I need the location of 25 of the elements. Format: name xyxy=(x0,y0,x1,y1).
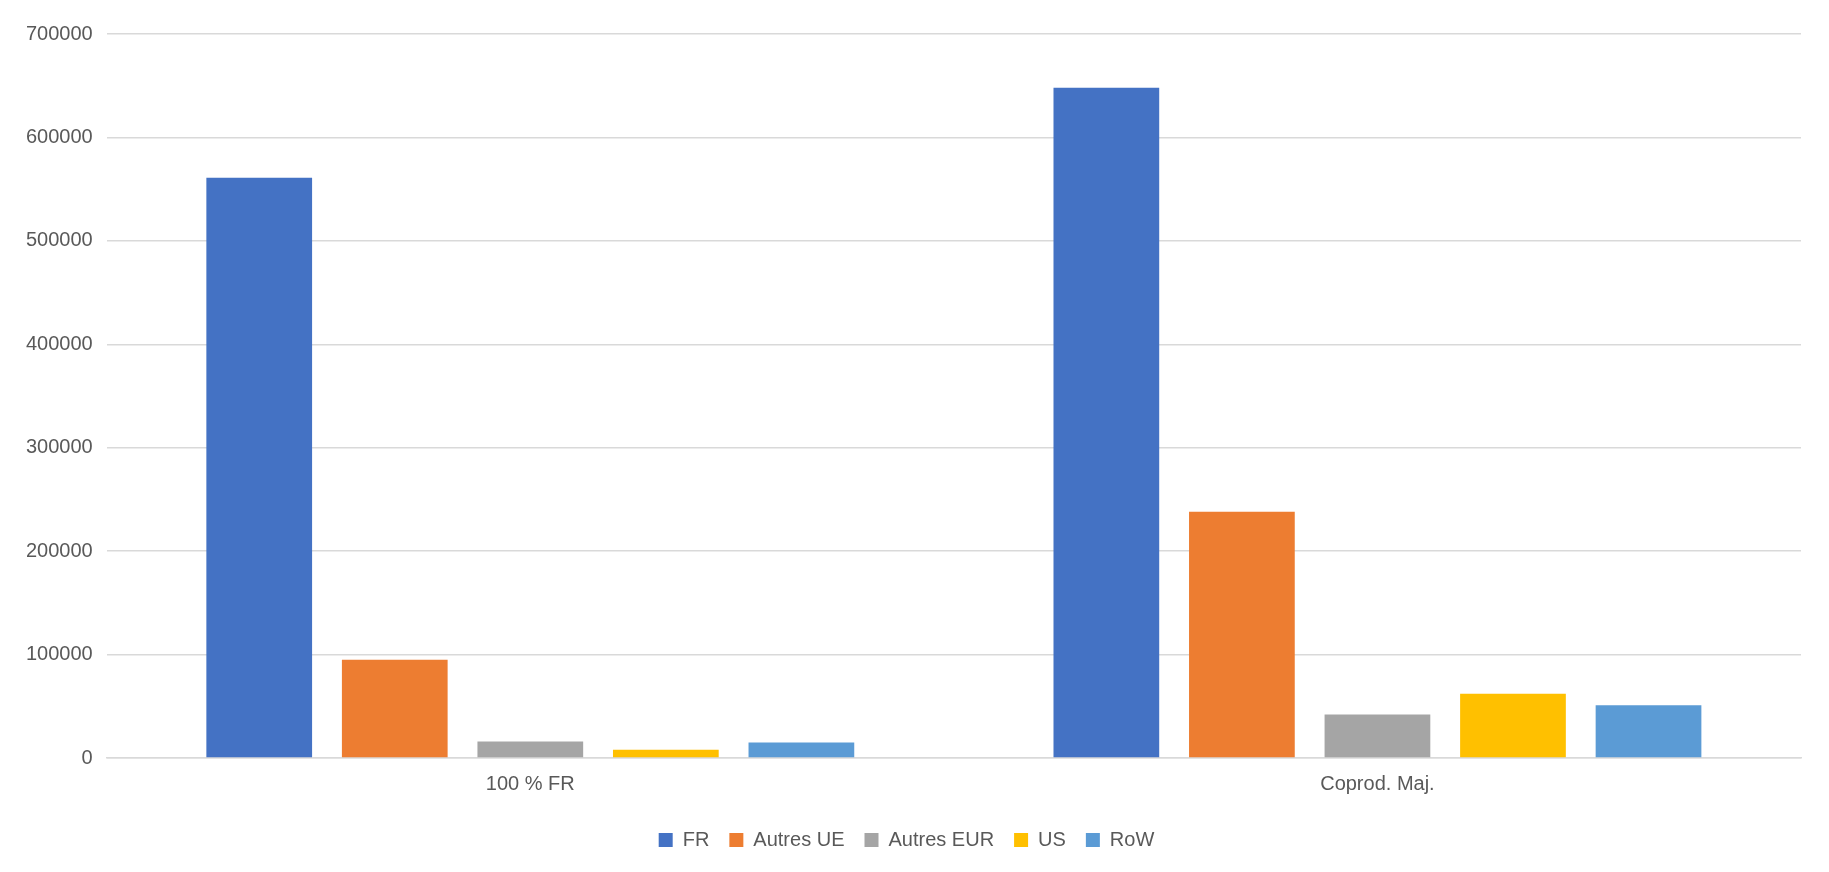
y-tick-label: 500000 xyxy=(25,228,93,251)
bar xyxy=(612,749,719,758)
bar xyxy=(477,741,584,758)
legend-label: Autres UE xyxy=(753,827,845,850)
y-tick-label: 700000 xyxy=(25,21,93,44)
legend-label: Autres EUR xyxy=(888,827,995,850)
bar xyxy=(206,177,313,758)
bar xyxy=(341,659,448,758)
bar xyxy=(748,742,855,758)
bar xyxy=(1053,87,1160,758)
x-tick-label: 100 % FR xyxy=(485,771,575,794)
y-tick-label: 400000 xyxy=(25,331,93,354)
bar xyxy=(1595,705,1702,758)
legend-label: RoW xyxy=(1109,827,1155,850)
y-tick-label: 200000 xyxy=(25,538,93,561)
x-tick-label: Coprod. Maj. xyxy=(1320,771,1435,794)
y-tick-label: 0 xyxy=(81,745,93,768)
bar xyxy=(1460,693,1566,758)
y-tick-label: 100000 xyxy=(25,642,93,665)
bar xyxy=(1189,511,1295,758)
legend-label: FR xyxy=(682,827,710,850)
y-tick-label: 300000 xyxy=(25,435,93,458)
bar xyxy=(1324,714,1431,758)
y-tick-label: 600000 xyxy=(25,124,93,147)
legend-label: US xyxy=(1038,827,1066,850)
